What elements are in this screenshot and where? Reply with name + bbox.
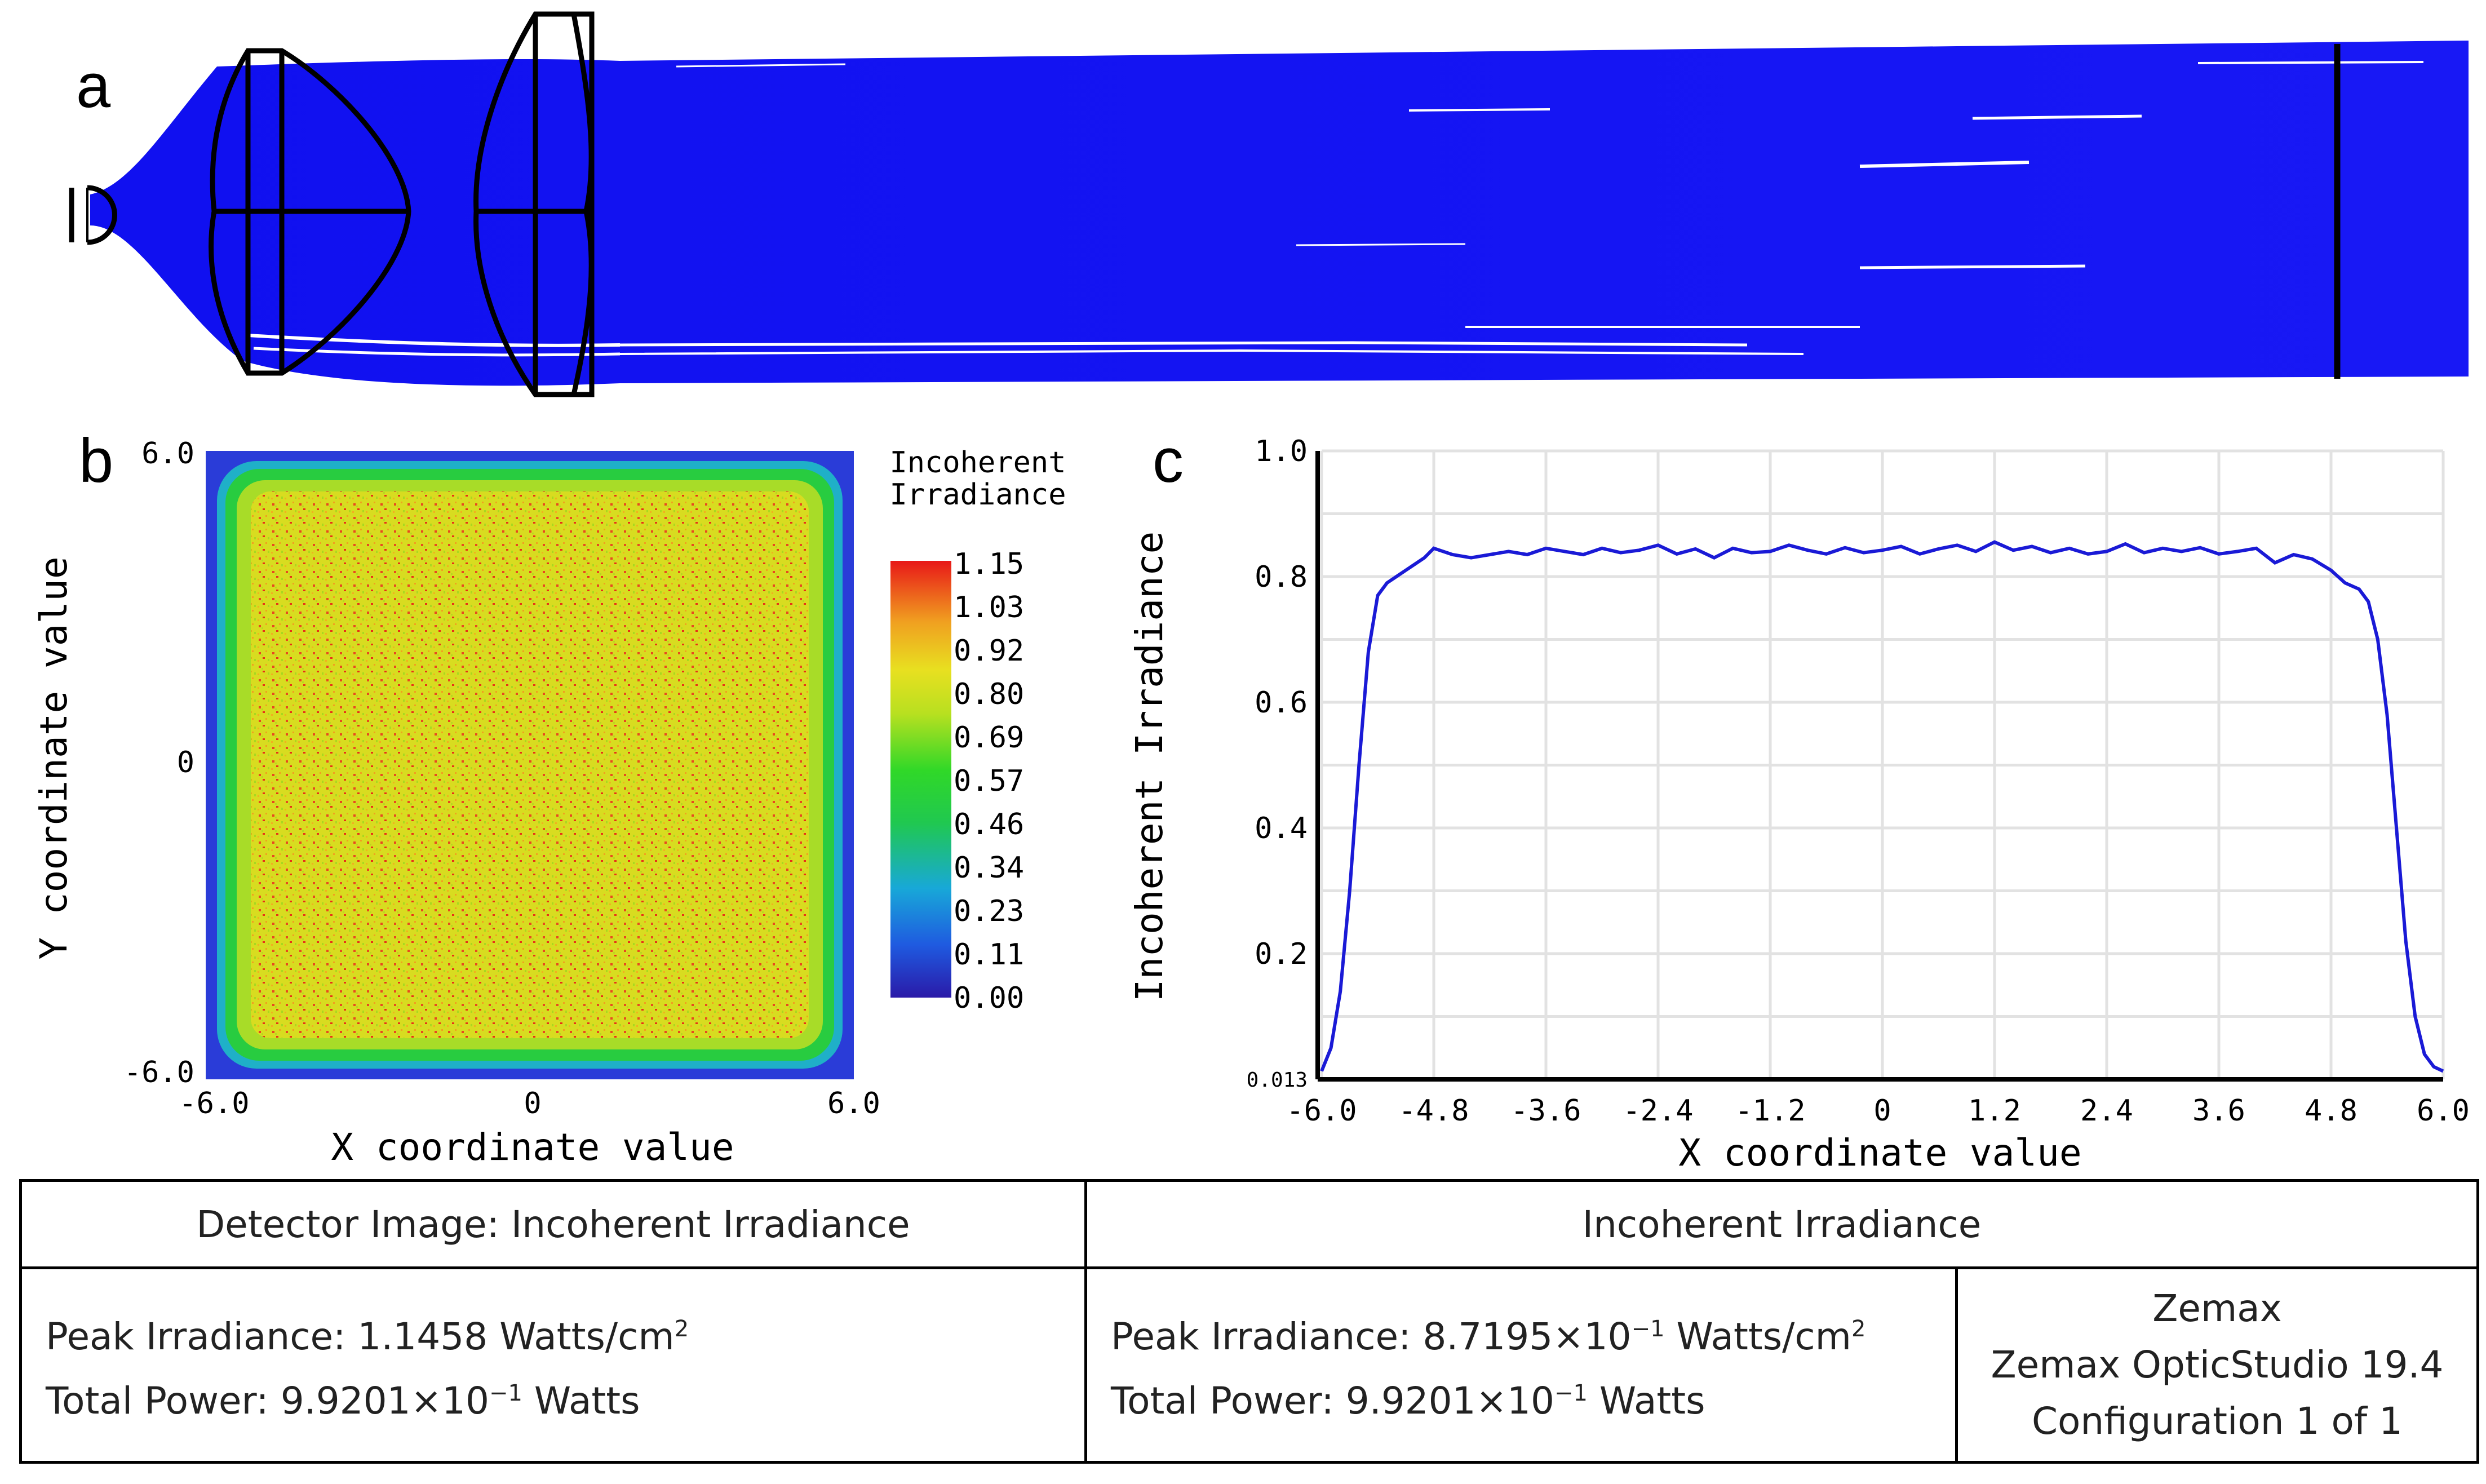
colorbar-label: 0.46 — [954, 808, 1024, 841]
panel-c-irradiance-profile: c 1.00.80.60.40.20.013 -6.0 -4.8 -3.6 -2.4-… — [1128, 426, 2470, 1175]
c-x-axis-title: X coordinate value — [1678, 1131, 2081, 1175]
zemax-line-3: Configuration 1 of 1 — [2031, 1399, 2403, 1443]
b-y-axis-title: Y coordinate value — [32, 556, 76, 959]
c-y-axis-title: Incoherent Irradiance — [1128, 531, 1171, 1002]
colorbar-labels: 1.15 1.03 0.92 0.80 0.69 0.57 0.46 0.34 0.23 0.11… — [954, 547, 1024, 1015]
zemax-line-2: Zemax OpticStudio 19.4 — [1991, 1343, 2444, 1386]
lens-2 — [473, 11, 595, 397]
c-x-tick-label: 3.6 — [2192, 1094, 2245, 1128]
c-y-tick-label: 0.4 — [1255, 812, 1308, 845]
colorbar — [890, 561, 951, 998]
colorbar-label: 0.80 — [954, 677, 1024, 711]
colorbar-label: 0.23 — [954, 894, 1024, 928]
colorbar-label: 0.00 — [954, 981, 1024, 1015]
c-x-ticks: -6.0 -4.8 -3.6 -2.4 -1.2 0 1.2 2.4 3.6 4.8 6.0 — [1286, 1094, 2470, 1128]
b-x-axis-title: X coordinate value — [331, 1126, 734, 1169]
b-x-tick-left: -6.0 — [179, 1087, 249, 1120]
panel-a-ray-trace: a — [69, 11, 2469, 397]
c-x-tick-label: -4.8 — [1398, 1094, 1469, 1128]
ray-gaps — [247, 61, 2424, 357]
c-x-tick-label: 0 — [1873, 1094, 1891, 1128]
colorbar-label: 1.03 — [954, 591, 1024, 624]
right-stats: Peak Irradiance: 8.7195×10−1 Watts/cm2 T… — [1084, 1266, 1958, 1464]
ray-bundle — [90, 41, 2469, 386]
c-y-tick-label: 0.8 — [1255, 560, 1308, 594]
c-x-tick-label: 2.4 — [2080, 1094, 2133, 1128]
c-y-tick-label: 0.2 — [1255, 937, 1308, 971]
info-table: Detector Image: Incoherent Irradiance In… — [19, 1179, 2480, 1464]
c-x-tick-label: -2.4 — [1623, 1094, 1693, 1128]
b-x-tick-mid: 0 — [524, 1087, 541, 1120]
legend-title-line2: Irradiance — [889, 478, 1066, 512]
zemax-info: Zemax Zemax OpticStudio 19.4 Configurati… — [1955, 1266, 2480, 1464]
c-x-tick-label: 4.8 — [2305, 1094, 2358, 1128]
right-peak-irradiance: Peak Irradiance: 8.7195×10−1 Watts/cm2 — [1111, 1315, 1866, 1358]
c-x-tick-label: -3.6 — [1510, 1094, 1581, 1128]
panel-c-letter: c — [1153, 426, 1184, 495]
b-y-tick-bottom: -6.0 — [124, 1056, 194, 1089]
colorbar-label: 0.92 — [954, 634, 1024, 668]
colorbar-label: 0.69 — [954, 721, 1024, 755]
colorbar-label: 1.15 — [954, 547, 1024, 581]
panel-b-detector-image: b 6.0 0 -6.0 -6.0 0 6.0 X coordinate val… — [32, 426, 1066, 1169]
left-total-power: Total Power: 9.9201×10−1 Watts — [46, 1379, 640, 1423]
c-y-tick-label: 1.0 — [1255, 435, 1308, 468]
detector-core — [251, 491, 809, 1038]
c-x-tick-label: -1.2 — [1735, 1094, 1805, 1128]
zemax-line-1: Zemax — [2152, 1287, 2282, 1330]
c-x-tick-label: -6.0 — [1286, 1094, 1357, 1128]
left-peak-irradiance: Peak Irradiance: 1.1458 Watts/cm2 — [46, 1315, 689, 1358]
colorbar-label: 0.11 — [954, 938, 1024, 972]
lens-1 — [209, 48, 411, 376]
c-x-tick-label: 6.0 — [2417, 1094, 2470, 1128]
c-y-ticks: 1.0 0.8 0.6 0.4 0.2 0.013 — [1247, 435, 1308, 1092]
left-stats: Peak Irradiance: 1.1458 Watts/cm2 Total … — [19, 1266, 1087, 1464]
b-y-tick-top: 6.0 — [141, 437, 194, 471]
right-header: Incoherent Irradiance — [1084, 1179, 2480, 1269]
c-y-tick-label: 0.6 — [1255, 686, 1308, 720]
panel-b-letter: b — [79, 426, 113, 495]
source — [69, 185, 117, 245]
b-y-tick-mid: 0 — [177, 746, 194, 779]
left-header: Detector Image: Incoherent Irradiance — [19, 1179, 1087, 1269]
c-x-tick-label: 1.2 — [1968, 1094, 2021, 1128]
b-x-tick-right: 6.0 — [827, 1087, 880, 1120]
right-total-power: Total Power: 9.9201×10−1 Watts — [1111, 1379, 1705, 1423]
legend-title-line1: Incoherent — [889, 446, 1066, 480]
panel-a-letter: a — [76, 51, 111, 121]
c-y-tick-label: 0.013 — [1247, 1069, 1308, 1092]
colorbar-label: 0.57 — [954, 764, 1024, 798]
colorbar-label: 0.34 — [954, 851, 1024, 885]
c-grid — [1320, 449, 2445, 1079]
c-irradiance-line — [1320, 540, 2444, 1073]
